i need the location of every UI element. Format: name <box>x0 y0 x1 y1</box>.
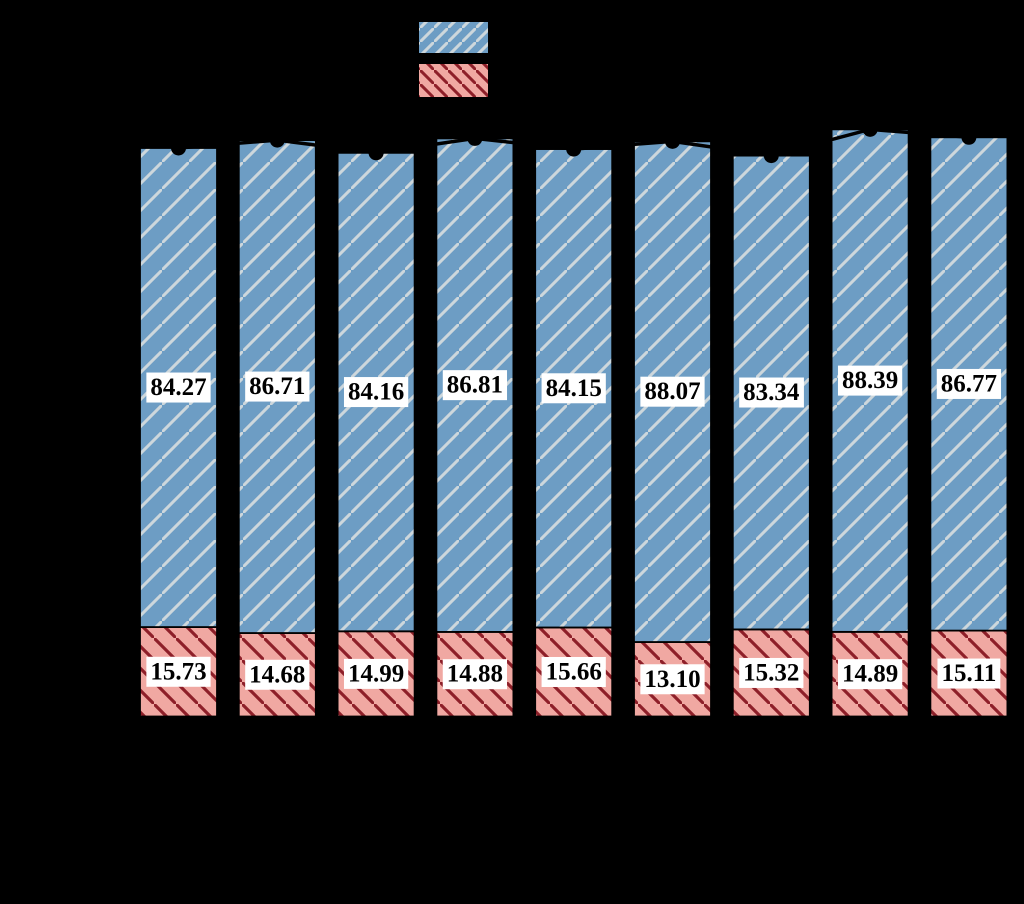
blue-value-label-group: 86.81 <box>442 370 508 401</box>
pink-value-label-box <box>937 658 1001 689</box>
pink-value-label-box <box>541 656 606 687</box>
pink-value-label-box <box>837 659 903 690</box>
legend-swatch-blue <box>417 20 490 55</box>
blue-value-label-group: 86.77 <box>936 368 1002 399</box>
pink-value-label-group: 14.99 <box>343 658 409 689</box>
blue-value-label-box <box>640 376 705 407</box>
pink-value-label-box <box>245 659 310 690</box>
totals-line-marker <box>269 132 285 148</box>
pink-value-label: 15.66 <box>546 658 602 685</box>
blue-value-label-box <box>739 377 804 408</box>
blue-value-label-box <box>442 370 508 401</box>
blue-value-label-group: 88.39 <box>837 365 903 396</box>
pink-value-label-group: 14.68 <box>245 659 310 690</box>
pink-value-label-group: 15.66 <box>541 656 606 687</box>
blue-value-label-box <box>343 377 409 408</box>
blue-value-label: 84.27 <box>150 374 206 401</box>
blue-value-label: 86.77 <box>941 370 997 397</box>
blue-value-label: 84.15 <box>546 375 602 402</box>
pink-value-label-box <box>343 658 409 689</box>
blue-value-label-group: 88.07 <box>640 376 705 407</box>
blue-value-label: 88.39 <box>842 367 898 394</box>
totals-line-layer <box>171 121 977 164</box>
pink-value-label-group: 15.11 <box>937 658 1001 689</box>
pink-value-label-group: 15.32 <box>739 657 804 688</box>
totals-line-marker <box>862 121 878 137</box>
pink-value-label-group: 13.10 <box>640 664 705 695</box>
pink-value-label: 13.10 <box>644 666 700 693</box>
pink-value-label-box <box>442 659 508 690</box>
pink-value-label-box <box>739 657 804 688</box>
pink-value-label-group: 15.73 <box>146 656 211 687</box>
blue-value-label: 84.16 <box>348 379 404 406</box>
totals-line-marker <box>763 148 779 164</box>
pink-value-label: 15.11 <box>941 660 996 687</box>
legend <box>417 20 490 99</box>
blue-value-label-box <box>245 371 310 402</box>
totals-line-marker <box>467 130 483 146</box>
pink-value-label: 14.89 <box>842 661 898 688</box>
blue-value-label-group: 83.34 <box>739 377 804 408</box>
blue-value-label-group: 84.27 <box>146 372 211 403</box>
blue-value-label-group: 84.16 <box>343 377 409 408</box>
blue-value-label-group: 84.15 <box>541 373 606 404</box>
pink-value-label: 14.88 <box>447 661 503 688</box>
value-labels-layer: 84.27 15.73 86.71 14.68 84.16 14.99 86.81 14.88… <box>146 365 1002 695</box>
pink-value-label: 15.73 <box>150 658 206 685</box>
pink-value-label: 15.32 <box>743 659 799 686</box>
blue-value-label: 83.34 <box>743 379 800 406</box>
pink-value-label: 14.68 <box>249 661 305 688</box>
blue-value-label-group: 86.71 <box>245 371 310 402</box>
legend-swatch-pink <box>417 62 490 99</box>
totals-line-marker <box>566 141 582 157</box>
totals-line-marker <box>961 129 977 145</box>
totals-line-marker <box>171 140 186 156</box>
blue-value-label: 86.71 <box>249 373 305 400</box>
pink-value-label: 14.99 <box>348 660 404 687</box>
blue-value-label: 86.81 <box>447 372 503 399</box>
bars-layer <box>139 128 1009 718</box>
blue-value-label-box <box>936 368 1002 399</box>
blue-value-label-box <box>146 372 211 403</box>
blue-value-label: 88.07 <box>644 378 700 405</box>
pink-value-label-box <box>146 656 211 687</box>
totals-line-marker <box>368 145 384 161</box>
blue-value-label-box <box>837 365 903 396</box>
blue-value-label-box <box>541 373 606 404</box>
pink-value-label-group: 14.88 <box>442 659 508 690</box>
pink-value-label-group: 14.89 <box>837 659 903 690</box>
pink-value-label-box <box>640 664 705 695</box>
totals-line-marker <box>665 133 680 149</box>
